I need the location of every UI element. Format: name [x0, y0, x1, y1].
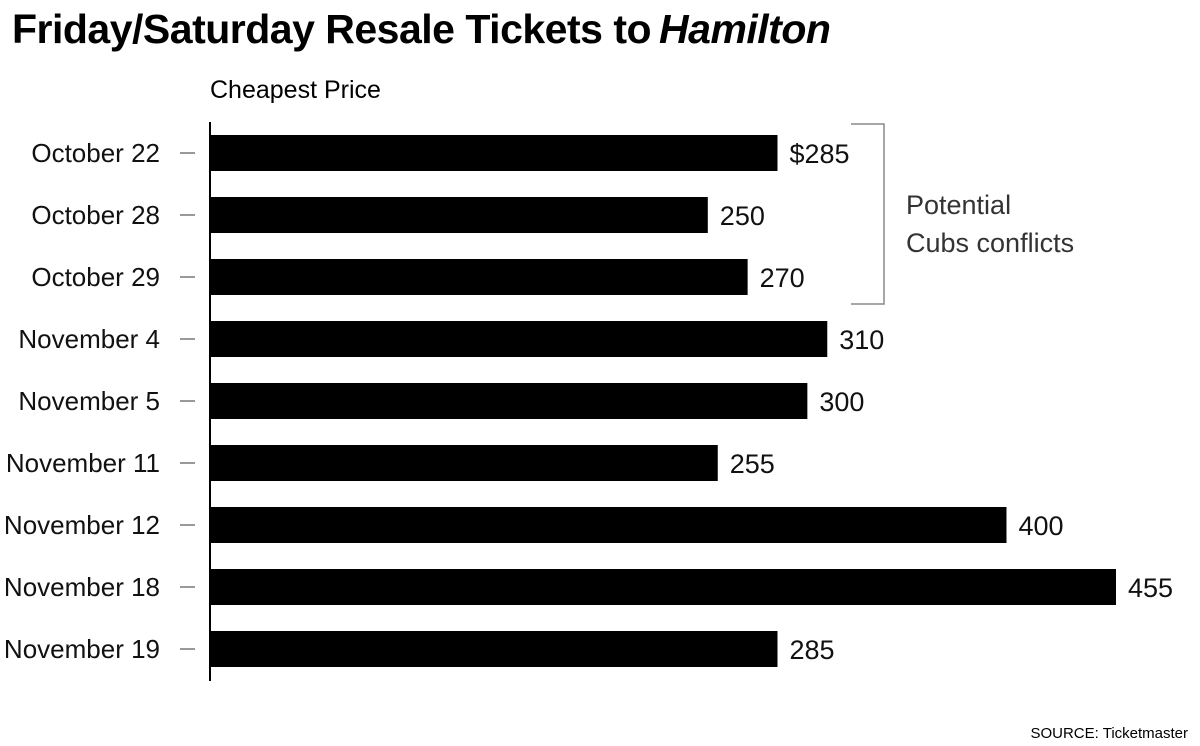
category-label: November 4: [18, 324, 160, 354]
category-label: October 28: [31, 200, 160, 230]
bar: [210, 197, 708, 233]
bar: [210, 321, 828, 357]
y-axis-label: Cheapest Price: [210, 76, 381, 104]
bar: [210, 445, 718, 481]
data-label: 255: [730, 449, 775, 479]
bar: [210, 569, 1116, 605]
bar: [210, 383, 808, 419]
data-label: 300: [819, 387, 864, 417]
annotation-bracket: [851, 123, 885, 305]
category-label: November 19: [4, 634, 160, 664]
data-label: $285: [789, 139, 849, 169]
data-label: 310: [839, 325, 884, 355]
bar: [210, 631, 778, 667]
title-main: Friday/Saturday Resale Tickets to: [12, 6, 652, 52]
category-label: November 5: [18, 386, 160, 416]
category-label: November 18: [4, 572, 160, 602]
source-note: SOURCE: Ticketmaster: [1030, 725, 1188, 742]
category-label: November 12: [4, 510, 160, 540]
data-label: 455: [1128, 573, 1173, 603]
data-label: 270: [760, 263, 805, 293]
bar: [210, 259, 748, 295]
category-label: October 29: [31, 262, 160, 292]
chart-title: Friday/Saturday Resale Tickets to Hamilto…: [12, 6, 831, 53]
annotation-text: Cubs conflicts: [906, 228, 1074, 258]
category-label: November 11: [6, 448, 160, 478]
bar: [210, 135, 778, 171]
category-label: October 22: [31, 138, 160, 168]
data-label: 250: [720, 201, 765, 231]
bar: [210, 507, 1007, 543]
data-label: 285: [789, 635, 834, 665]
annotation-text: Potential: [906, 190, 1011, 220]
data-label: 400: [1018, 511, 1063, 541]
title-emphasis: Hamilton: [659, 6, 831, 52]
